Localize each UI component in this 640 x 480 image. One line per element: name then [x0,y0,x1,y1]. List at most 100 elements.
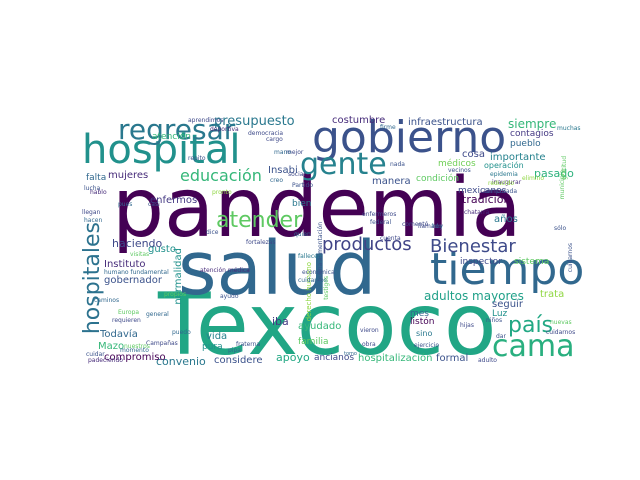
cloud-word: apoyo [276,351,310,364]
cloud-word: temporada [484,188,517,195]
cloud-word: hospitalización [358,353,433,364]
cloud-word: trata [540,289,565,300]
cloud-word: cuenta [380,235,401,242]
cloud-word: llegan [82,209,101,216]
cloud-word: Europa [118,309,140,316]
cloud-word: Mazo [98,341,125,352]
cloud-word: obra [362,341,376,348]
cloud-word: Instituto [104,259,146,270]
cloud-word: siempre [508,117,557,131]
cloud-word: formal [436,353,469,364]
cloud-word: sólo [554,225,567,232]
cloud-word: Texcoco [158,275,497,375]
cloud-word: enfermos [150,195,198,206]
cloud-word: costumbre [332,115,386,126]
cloud-word: sino [416,329,433,338]
cloud-word: niños [486,317,503,324]
cloud-word: gobernador [104,275,162,286]
cloud-word: requieren [112,317,141,324]
cloud-word: listón [410,317,435,327]
cloud-word: epidemia [490,171,518,178]
cloud-word: educación [180,166,262,185]
cloud-word: Luz [492,309,508,319]
cloud-word: vida [206,331,228,342]
cloud-word: convenio [156,355,206,368]
cloud-word: operación [484,161,524,170]
cloud-word: testigos [323,276,330,300]
cloud-word: compromiso [104,352,166,363]
cloud-word: dar [496,333,506,340]
cloud-word: cosa [462,149,485,160]
cloud-word: social [288,171,306,178]
cloud-word: hospital [82,127,241,173]
cloud-word: muchas [557,125,581,132]
cloud-word: fallecen [298,253,322,260]
cloud-word: momento [120,347,149,354]
cloud-word: sistema [514,257,550,267]
cloud-word: pandemia [112,161,522,256]
cloud-word: salud [178,226,377,312]
cloud-word: hoy [432,223,444,230]
cloud-word: cuidamos [298,277,327,284]
cloud-word: repito [188,155,206,162]
cloud-word: gusto [148,244,176,255]
cloud-word: reducido [488,180,515,187]
cloud-word: mejor [286,149,304,156]
cloud-word: haciendo [112,237,163,250]
cloud-word: pues [118,201,133,208]
cloud-word: deportiva [210,126,239,133]
cloud-word: años [494,214,518,225]
cloud-word: municipio [559,170,566,200]
cloud-word: nada [390,161,405,168]
cloud-word: tomo [344,351,357,357]
cloud-word: Bienestar [430,236,516,257]
cloud-word: humano fundamental [104,269,169,276]
cloud-word: casi [148,201,160,208]
cloud-word: país [508,313,554,338]
cloud-word: atención médica [200,267,250,274]
cloud-word: enfermeros [362,211,397,218]
cloud-word: pipa [228,347,241,354]
cloud-word: visitas [130,251,150,258]
cloud-word: económica [302,269,335,276]
cloud-word: hospitales [80,222,105,335]
cloud-word: ayudó [220,293,239,300]
cloud-word: general [146,311,169,318]
cloud-word: caminos [94,297,120,304]
cloud-word: tiempo [430,244,585,295]
cloud-word: tradición [462,193,511,206]
cloud-word: llamado [418,223,443,230]
cloud-word: inspector [460,257,502,267]
cloud-word: fraterna [236,341,261,348]
cloud-word: cama [492,329,575,364]
cloud-word: fortalezas [246,239,276,246]
cloud-word: mes [410,309,429,319]
cloud-word: lucha [84,185,101,192]
cloud-word: chatarra [464,209,490,216]
cloud-word: cargo [266,136,283,143]
cloud-word: vieron [360,327,379,334]
cloud-word: manera [372,176,411,187]
cloud-word: Insabi [268,165,298,176]
cloud-word: considere [214,355,263,366]
cloud-word: firme [380,124,396,131]
cloud-word: falta [86,173,107,183]
cloud-word: mujeres [108,170,149,181]
cloud-word: cuidarnos [567,243,574,273]
cloud-word: pura [202,342,223,352]
cloud-word: mexicanos [458,186,507,196]
cloud-word: padeciendo [88,357,123,364]
cloud-word: inaugurar [492,179,522,186]
cloud-word: regresar [118,113,236,146]
cloud-word: aprendimos [188,117,224,124]
cloud-word: cuidarnos [546,329,576,336]
cloud-word: elimino [522,175,545,182]
cloud-word: bien [292,199,312,209]
cloud-word: vecinos [448,167,471,174]
cloud-word: productos [322,234,412,255]
cloud-word: iba [272,315,289,328]
cloud-word: puedo [172,329,191,336]
cloud-word: ayudado [298,321,342,332]
cloud-word: adulto [478,357,497,364]
